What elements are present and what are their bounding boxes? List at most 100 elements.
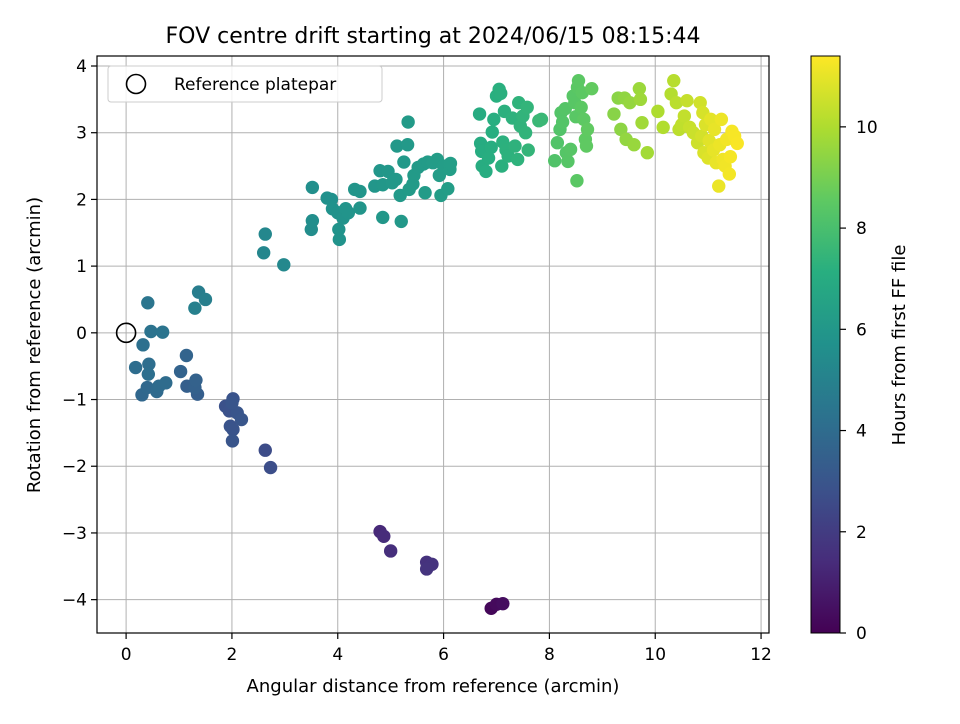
colorbar-tick-label: 8 <box>856 219 867 239</box>
data-point <box>305 180 320 195</box>
data-point <box>234 412 249 427</box>
data-point <box>722 167 737 181</box>
data-point <box>723 150 738 164</box>
data-point <box>332 232 347 247</box>
data-point <box>632 81 647 96</box>
data-point <box>623 95 637 110</box>
data-point <box>341 206 356 220</box>
data-point <box>627 138 641 152</box>
data-point <box>635 116 649 130</box>
colorbar-ticks: 0 2 4 6 8 10 <box>840 118 878 644</box>
legend: Reference platepar <box>107 65 383 103</box>
colorbar-tick-label: 10 <box>856 118 878 138</box>
data-point <box>141 296 155 310</box>
data-point <box>263 460 278 475</box>
data-point <box>225 434 240 448</box>
data-point <box>640 146 654 160</box>
data-point <box>607 107 621 121</box>
data-point <box>401 115 415 129</box>
data-points <box>128 73 744 616</box>
data-point <box>258 443 272 457</box>
data-point <box>189 373 203 387</box>
legend-label: Reference platepar <box>174 75 336 95</box>
data-point <box>173 364 188 379</box>
data-point <box>419 562 434 576</box>
data-point <box>730 136 744 151</box>
data-point <box>508 139 522 153</box>
data-point <box>669 95 684 110</box>
x-tick-label: 12 <box>750 645 772 665</box>
y-tick-label: 0 <box>76 324 87 344</box>
data-point <box>518 126 533 140</box>
y-tick-label: 3 <box>76 124 87 144</box>
colorbar-gradient <box>810 55 841 634</box>
data-point <box>128 360 143 375</box>
data-point <box>376 210 390 225</box>
colorbar-tick-label: 2 <box>856 523 867 543</box>
data-point <box>353 201 367 215</box>
y-tick-label: 4 <box>76 57 87 77</box>
data-point <box>142 357 156 371</box>
data-point <box>383 544 398 558</box>
y-tick-label: 1 <box>76 257 87 277</box>
data-point <box>479 164 493 179</box>
data-point <box>563 142 578 157</box>
reference-platepar-marker <box>115 322 137 344</box>
x-tick-label: 0 <box>121 645 132 665</box>
data-point <box>159 376 173 390</box>
data-point <box>397 155 411 169</box>
data-point <box>481 151 496 165</box>
data-point <box>400 138 415 152</box>
data-point <box>574 100 588 115</box>
data-point <box>198 292 213 307</box>
data-point <box>579 139 594 153</box>
data-point <box>155 325 170 339</box>
data-point <box>667 73 681 88</box>
data-point <box>495 159 509 173</box>
data-point <box>550 136 565 150</box>
data-point <box>548 154 562 168</box>
data-point <box>277 258 291 272</box>
x-axis-ticks: 0 2 4 6 8 10 12 <box>121 633 772 665</box>
data-point <box>707 122 722 137</box>
data-point <box>555 115 570 129</box>
x-tick-label: 10 <box>644 645 666 665</box>
data-point <box>258 227 272 241</box>
data-point <box>561 154 575 169</box>
data-point <box>494 86 508 101</box>
plot-frame <box>96 55 770 634</box>
data-point <box>485 125 499 139</box>
legend-marker-icon <box>125 73 147 95</box>
data-point <box>443 156 458 171</box>
data-point <box>570 174 584 188</box>
data-point <box>714 112 729 127</box>
y-tick-label: −1 <box>62 391 87 411</box>
data-point <box>136 338 150 352</box>
data-point <box>144 324 158 339</box>
data-point <box>390 139 404 153</box>
data-point <box>332 222 346 237</box>
data-point <box>712 179 726 193</box>
data-point <box>680 93 694 108</box>
data-point <box>353 184 367 199</box>
data-point <box>305 214 320 228</box>
y-tick-label: 2 <box>76 190 87 210</box>
data-point <box>496 596 510 611</box>
data-point <box>585 81 599 96</box>
colorbar-tick-label: 6 <box>856 320 867 340</box>
data-point <box>656 120 670 135</box>
legend-box <box>107 65 383 103</box>
data-point <box>487 112 501 127</box>
data-point <box>394 214 408 229</box>
data-point <box>651 104 665 119</box>
data-point <box>521 143 535 157</box>
data-point <box>510 152 525 167</box>
y-tick-label: −4 <box>62 591 87 611</box>
data-point <box>677 109 692 123</box>
y-tick-label: −3 <box>62 524 87 544</box>
y-axis-label: Rotation from reference (arcmin) <box>24 197 45 493</box>
chart-title: FOV centre drift starting at 2024/06/15 … <box>166 24 701 49</box>
grid <box>97 56 769 633</box>
data-point <box>571 73 586 88</box>
